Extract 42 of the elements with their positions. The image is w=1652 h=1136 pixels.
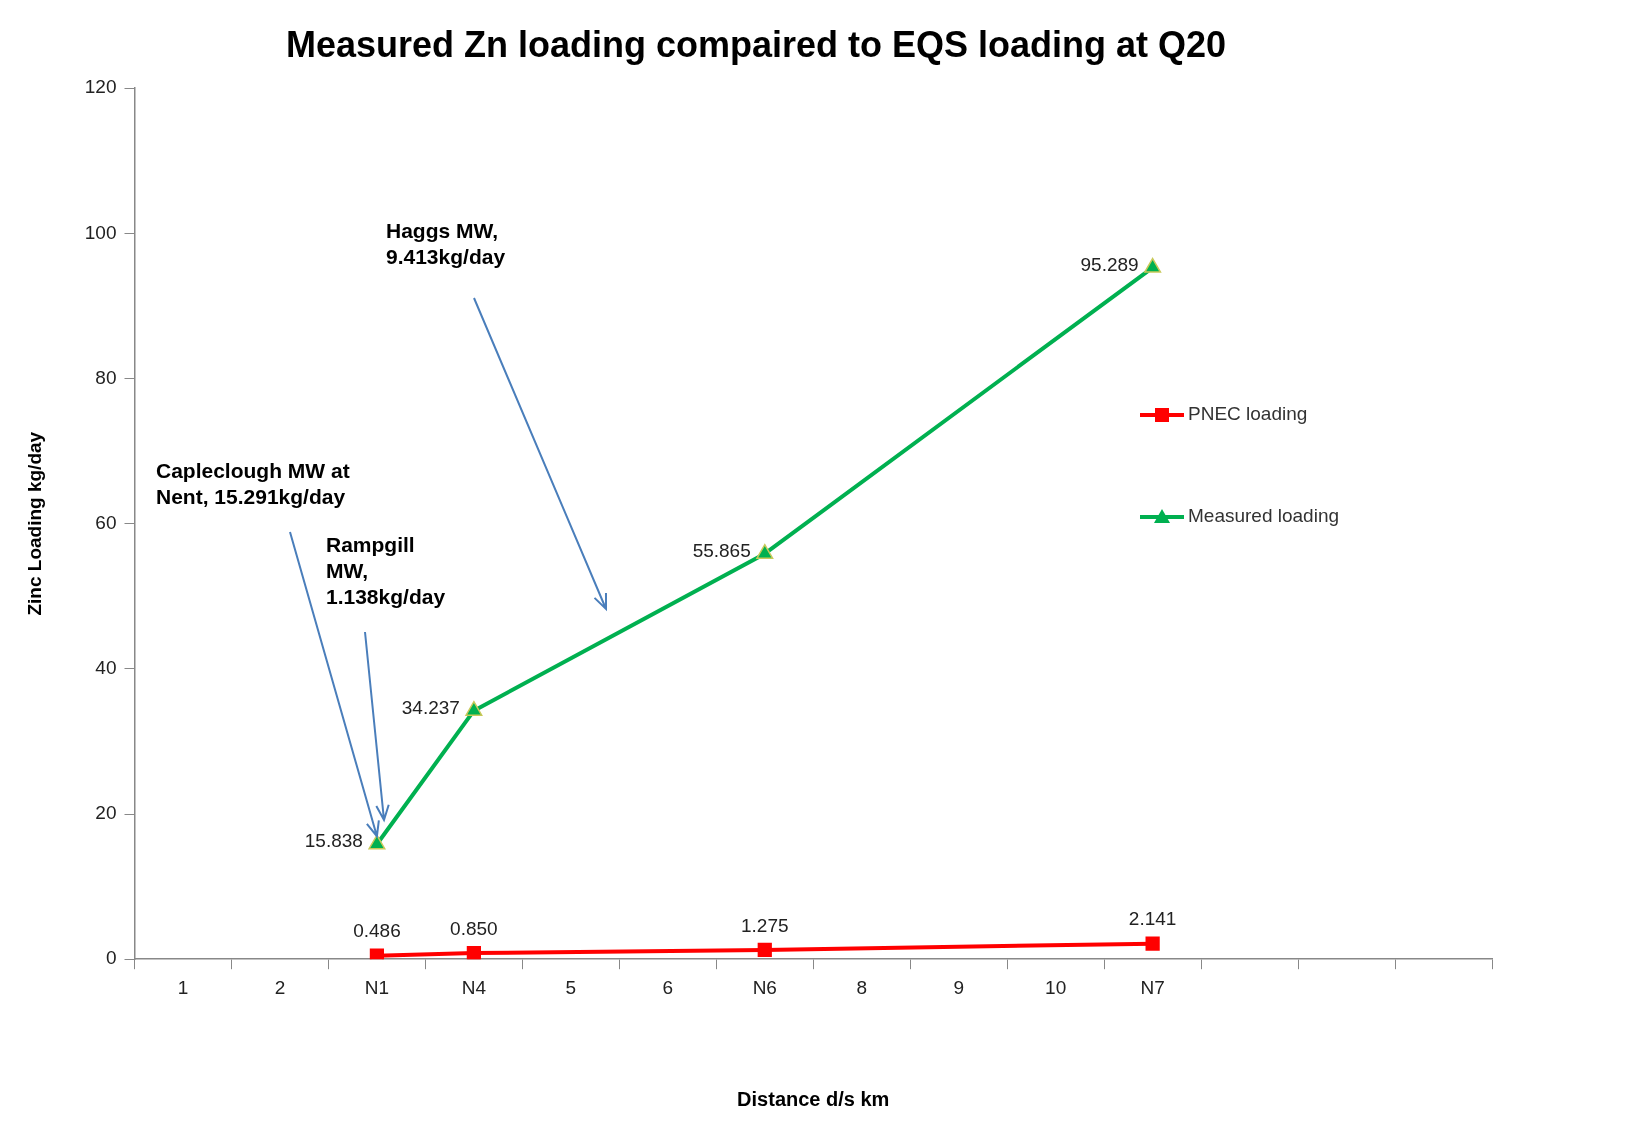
y-tick-label: 80	[95, 366, 117, 388]
point	[757, 942, 772, 958]
x-axis-title: Distance d/s km	[737, 1087, 890, 1110]
x-tick-label: 6	[662, 976, 674, 998]
point	[756, 543, 774, 559]
data-label: 15.838	[304, 830, 363, 852]
y-axis-title: Zinc Loading kg/day	[23, 431, 45, 616]
legend-label: PNEC loading	[1188, 403, 1308, 425]
x-tick-label: N7	[1140, 976, 1165, 998]
x-tick-label: 8	[856, 976, 868, 998]
y-tick-label: 40	[95, 657, 117, 679]
data-label: 55.865	[692, 539, 751, 561]
y-tick-label: 0	[105, 947, 117, 969]
point	[369, 948, 385, 960]
legend-label: Measured loading	[1188, 505, 1340, 527]
data-label: 0.486	[353, 920, 401, 942]
data-label: 2.141	[1128, 908, 1177, 930]
point	[368, 834, 386, 850]
y-tick-label: 60	[95, 511, 117, 533]
data-label: 95.289	[1080, 253, 1139, 275]
y-tick-label: 100	[84, 221, 117, 243]
x-tick-label: 5	[565, 976, 577, 998]
x-tick-label: 1	[177, 976, 189, 998]
x-tick-label: N1	[364, 976, 390, 998]
y-tick-label: 120	[84, 76, 117, 98]
x-tick-label: 9	[953, 976, 964, 998]
point	[1145, 936, 1160, 951]
annotation: Rampgill MW, 1.138kg/day	[326, 533, 446, 609]
data-label: 0.850	[450, 917, 498, 939]
y-tick-label: 20	[95, 802, 117, 824]
x-tick-label: N6	[752, 976, 777, 998]
data-label: 1.275	[740, 914, 789, 936]
x-tick-label: 2	[274, 976, 286, 998]
data-label: 34.237	[401, 696, 460, 718]
x-tick-label: 10	[1045, 976, 1067, 998]
annotation: Haggs MW, 9.413kg/day	[386, 219, 506, 269]
chart-title: Measured Zn loading compaired to EQS loading at Q20	[285, 23, 1227, 65]
point	[1144, 257, 1162, 273]
x-tick-label: N4	[461, 976, 487, 998]
annotation: Capleclough MW at Nent, 15.291kg/day	[156, 459, 350, 509]
point	[466, 945, 481, 960]
point	[465, 700, 483, 716]
